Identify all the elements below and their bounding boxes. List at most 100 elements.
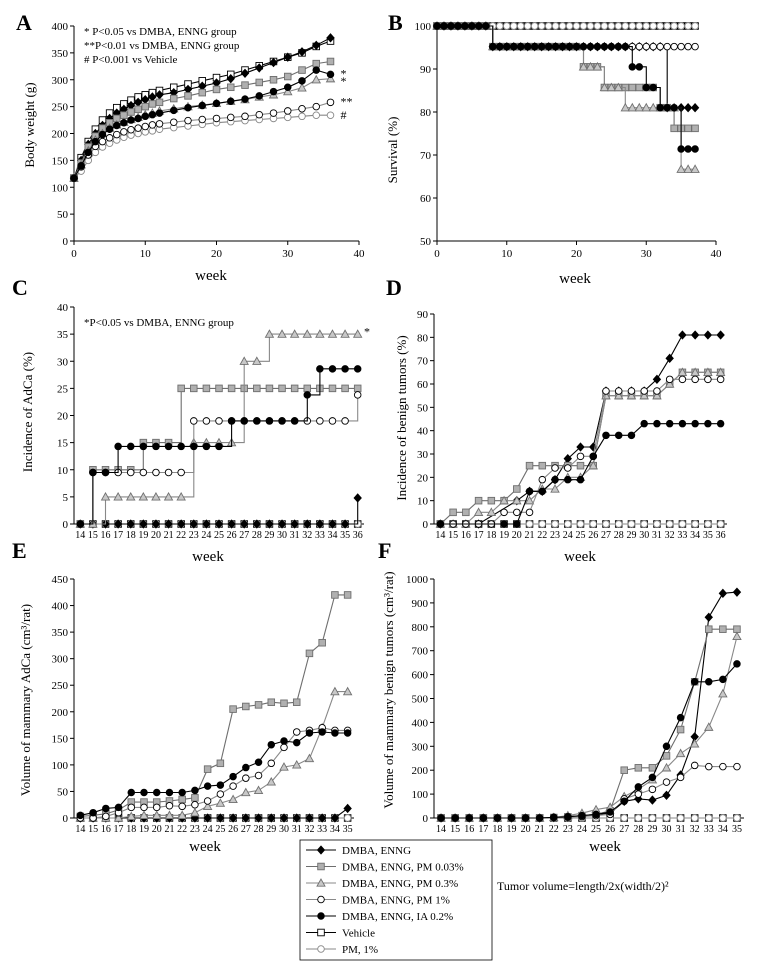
panel-e-series-pm-003-point	[318, 638, 326, 647]
panel-a-series-dmba-enng-point	[269, 57, 278, 68]
panel-d-series-pm-03-point	[613, 390, 624, 400]
panel-a-y-tick-label: 200	[52, 129, 69, 141]
panel-e-series-ia-02-point	[216, 781, 225, 789]
panel-e-series-pm-1-point	[292, 728, 301, 736]
panel-a-series-ia-02-point	[134, 114, 142, 123]
panel-c-series-pm-1-point	[164, 468, 173, 477]
legend-label: PM, 1%	[342, 944, 378, 956]
panel-c-x-tick-label: 35	[340, 530, 350, 541]
panel-f-x-tick-label: 34	[718, 824, 728, 835]
panel-a-series-pm-003-point	[241, 81, 249, 89]
panel-f-series-ia-02-point	[648, 773, 657, 782]
panel-c-x-tick-label: 19	[138, 530, 148, 541]
panel-e-series-pm-1-point	[152, 803, 161, 812]
panel-c-series-ia-02-point	[328, 365, 337, 373]
panel-f-series-pm-003-point	[648, 764, 657, 772]
panel-a-series-ia-02-point	[269, 87, 278, 96]
panel-a-series-ia-02-point	[105, 125, 114, 133]
panel-d-series-pm-003-point	[474, 496, 483, 505]
panel-f-y-tick-label: 100	[412, 789, 429, 801]
panel-c-series-pm-1-point	[202, 417, 211, 425]
panel-b-series-ia-02-point	[461, 22, 469, 30]
panel-b-series-pm-1-point	[670, 42, 678, 51]
panel-b-series-pm-003-point	[635, 83, 644, 92]
panel-b-series-pm-1-only-point	[503, 22, 511, 30]
panel-f-series-pm-1-only-point	[690, 814, 699, 822]
panel-a-series-ia-02-point	[255, 92, 263, 100]
panel-d-series-pm-1-point	[640, 387, 648, 395]
panel-f-series-pm-003-point	[676, 725, 685, 734]
panel-e-series-pm-03-line	[80, 691, 348, 819]
panel-c-series-ia-02-point	[101, 468, 110, 477]
panel-c-series-ia-02-line	[80, 368, 358, 525]
panel-e-x-tick-label: 15	[88, 824, 98, 835]
panel-b-series-pm-03-point	[606, 82, 617, 92]
panel-b-series-pm-03-point	[613, 82, 624, 92]
panel-d-series-pm-1-point	[551, 464, 559, 472]
panel-a-series-ia-02-point	[91, 137, 100, 146]
panel-d-x-tick-label: 22	[537, 530, 547, 541]
panel-e-x-tick-label: 19	[139, 824, 149, 835]
legend-marker	[317, 945, 325, 953]
panel-a-series-dmba-enng-point	[312, 40, 321, 51]
panel-c-series-pm-1-point	[152, 468, 160, 477]
panel-e-series-pm-03-point	[342, 686, 353, 696]
panel-e-series-dmba-enng-point	[267, 813, 276, 823]
panel-a-series-pm-1-point	[112, 130, 121, 139]
panel-c-series-ia-02-point	[316, 365, 324, 373]
panel-f-series-ia-02-point	[479, 814, 488, 822]
panel-d-series-pm-003-point	[576, 461, 585, 470]
panel-a-series-pm-003-point	[198, 88, 206, 97]
panel-f: F Volume of mammary benign tumors (cm³/r…	[378, 538, 744, 855]
panel-e-series-pm-03-point	[253, 785, 264, 795]
panel-d-series-pm-1-point	[525, 508, 534, 517]
panel-e-series-pm-03-point	[151, 810, 162, 819]
panel-c-series-pm-003-point	[278, 384, 286, 393]
panel-b-series-ia-02-point	[565, 42, 574, 51]
panel-e-y-tick-label: 450	[52, 574, 69, 586]
panel-d-series-pm-1-only-point	[653, 520, 661, 528]
panel-c-series-pm-1-point	[353, 391, 362, 399]
panel-f-series-ia-02-point	[733, 660, 741, 668]
panel-b-series-pm-1-only-point	[593, 22, 602, 30]
panel-d-series-pm-1-point	[627, 387, 636, 395]
panel-e-series-pm-1-point	[229, 782, 237, 790]
panel-e-series-pm-003-point	[305, 649, 314, 658]
panel-d-series-pm-03-point	[588, 460, 599, 470]
panel-c-series-pm-003-line	[80, 387, 358, 525]
panel-c-series-dmba-enng-point	[303, 519, 312, 529]
panel-a-series-pm-1-point	[120, 128, 128, 136]
panel-c-series-pm-003-point	[290, 384, 299, 393]
panel-c-series-ia-02-point	[152, 442, 160, 451]
panel-c-series-pm-003-point	[253, 384, 261, 393]
panel-e-series-ia-02-point	[140, 788, 148, 797]
panel-f-series-pm-1-only-point	[648, 814, 657, 822]
panel-f-series-pm-1-only-point	[620, 814, 628, 822]
panel-e-series-pm-1-line	[80, 727, 348, 819]
panel-d-series-pm-1-only-point	[564, 520, 572, 528]
panel-f-x-tick-label: 33	[704, 824, 714, 835]
panel-a-series-ia-02-point	[241, 95, 249, 103]
panel-d-x-tick-label: 35	[703, 530, 713, 541]
panel-a-series-pm-1-point	[312, 102, 321, 111]
panel-e-series-pm-1-point	[178, 802, 186, 811]
panel-b-series-ia-02-point	[482, 22, 490, 30]
panel-d-series-dmba-enng-line	[440, 334, 721, 525]
panel-d-series-pm-1-point	[614, 387, 623, 395]
panel-f-x-tick-label: 22	[549, 824, 559, 835]
panel-e-series-ia-02-point	[280, 737, 288, 745]
panel-b-series-pm-1-only-point	[530, 22, 539, 30]
panel-d-x-tick-label: 26	[588, 530, 598, 541]
panel-f-series-pm-03-line	[441, 636, 738, 819]
panel-d-series-pm-03-point	[639, 390, 649, 400]
panel-c-series-pm-03-point	[125, 491, 136, 501]
panel-c-x-tick-label: 31	[290, 530, 300, 541]
panel-a-series-ia-02-point	[148, 110, 157, 119]
panel-e-x-tick-label: 16	[101, 824, 111, 835]
panel-b-series-pm-1-only-point	[663, 22, 671, 30]
panel-e-x-tick-label: 21	[164, 824, 174, 835]
panel-a-series-dmba-enng-point	[326, 33, 335, 43]
panel-e-x-tick-label: 34	[330, 824, 340, 835]
panel-e-series-pm-03-point	[139, 810, 149, 819]
panel-b-series-ia-02-point	[537, 42, 546, 51]
